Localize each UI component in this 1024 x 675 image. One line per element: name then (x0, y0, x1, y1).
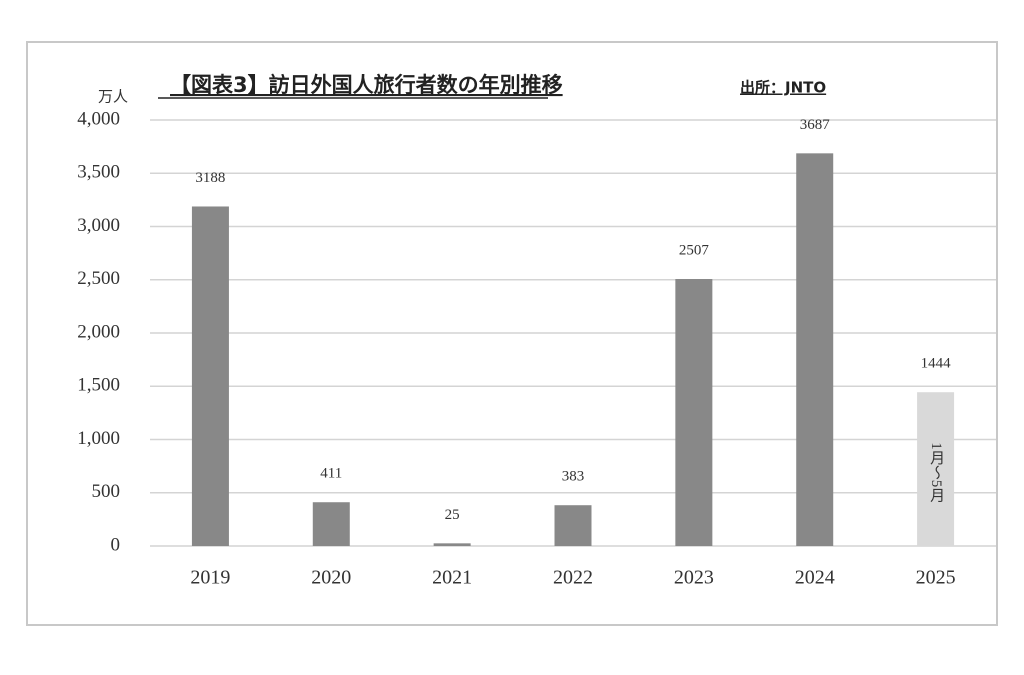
chart-title: 【図表3】訪日外国人旅行者数の年別推移 (170, 73, 563, 97)
x-tick-label: 2025 (916, 567, 956, 589)
bar (675, 279, 713, 546)
y-axis-unit: 万人 (98, 88, 128, 105)
bar (796, 153, 834, 546)
chart-source: 出所：JNTO (740, 79, 826, 97)
y-tick-label: 4,000 (77, 108, 120, 129)
value-label: 3188 (195, 170, 225, 186)
value-label: 2507 (679, 242, 710, 258)
y-tick-label: 1,500 (77, 375, 120, 396)
value-label: 3687 (800, 117, 831, 133)
bar-annotation: 1月～5月 (928, 442, 945, 503)
value-label: 1444 (921, 356, 952, 372)
x-tick-label: 2023 (674, 567, 714, 589)
x-tick-label: 2021 (432, 567, 472, 589)
x-tick-label: 2019 (190, 567, 230, 589)
y-tick-label: 2,000 (77, 321, 120, 342)
bar (312, 502, 350, 546)
value-label: 411 (320, 466, 342, 482)
bar (917, 392, 955, 546)
y-tick-label: 500 (92, 481, 121, 502)
value-label: 383 (562, 469, 585, 485)
bar (433, 543, 471, 546)
y-tick-label: 1,000 (77, 428, 120, 449)
y-tick-label: 0 (111, 534, 121, 555)
bar (554, 505, 592, 546)
y-tick-label: 2,500 (77, 268, 120, 289)
value-label: 25 (445, 507, 460, 523)
y-tick-label: 3,000 (77, 215, 120, 236)
y-tick-label: 3,500 (77, 162, 120, 183)
x-tick-label: 2022 (553, 567, 593, 589)
x-tick-label: 2020 (311, 567, 351, 589)
x-tick-label: 2024 (795, 567, 835, 589)
bar (191, 206, 229, 546)
